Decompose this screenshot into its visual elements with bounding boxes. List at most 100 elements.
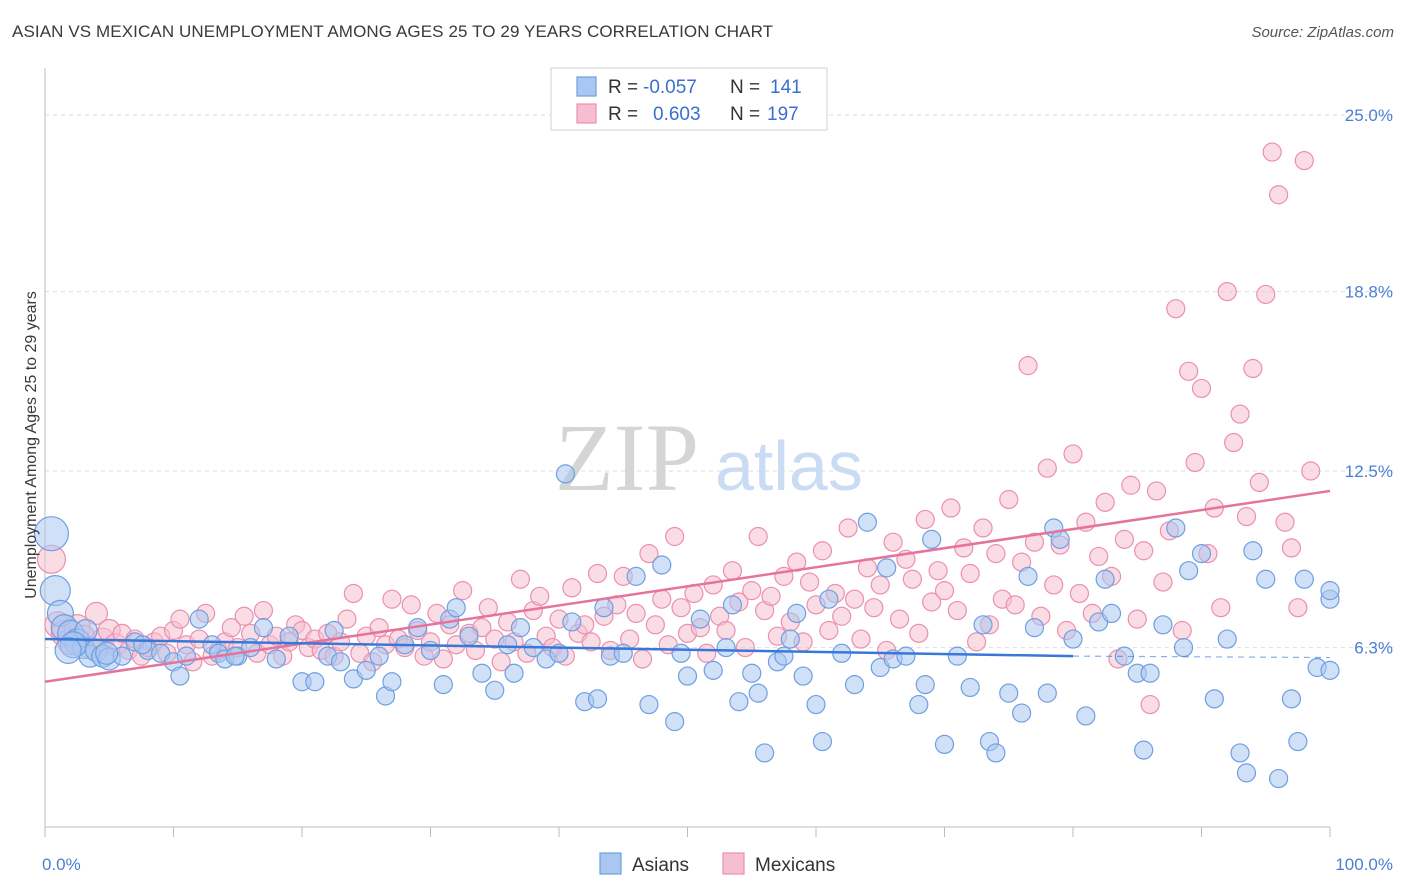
mexicans-point bbox=[851, 629, 871, 649]
asians-point bbox=[960, 677, 980, 698]
asians-point bbox=[225, 646, 245, 666]
watermark: ZIP atlas bbox=[555, 404, 863, 511]
mexicans-point bbox=[697, 643, 717, 663]
watermark-zip: ZIP bbox=[555, 404, 699, 511]
asians-point bbox=[1134, 740, 1154, 760]
asians-point bbox=[742, 663, 762, 683]
mexicans-point bbox=[703, 575, 723, 595]
asians-point bbox=[665, 712, 685, 732]
asians-point bbox=[253, 618, 274, 638]
asians-point bbox=[934, 734, 955, 755]
mexicans-point bbox=[889, 609, 910, 629]
axes bbox=[44, 68, 1331, 837]
bottom-legend-swatch-mexicans bbox=[722, 852, 745, 875]
asians-point bbox=[1217, 629, 1237, 649]
mexicans-point bbox=[382, 589, 402, 609]
y-tick-label: 25.0% bbox=[1345, 106, 1393, 125]
mexicans-point bbox=[1095, 492, 1115, 512]
asians-point bbox=[722, 595, 743, 615]
mexicans-point bbox=[337, 609, 357, 629]
mexicans-point bbox=[999, 489, 1019, 510]
mexicans-point bbox=[1281, 538, 1302, 558]
asians-point bbox=[459, 626, 479, 646]
x-tick-labels: 0.0% 100.0% bbox=[42, 855, 1393, 874]
asians-point bbox=[1236, 763, 1257, 783]
asians-point bbox=[504, 663, 524, 683]
chart-source: Source: ZipAtlas.com bbox=[1251, 24, 1394, 41]
asians-point bbox=[555, 464, 576, 484]
bottom-legend-swatch-asians bbox=[599, 852, 622, 875]
asians-point bbox=[716, 637, 736, 658]
y-tick-label: 18.8% bbox=[1345, 283, 1393, 302]
mexicans-point bbox=[870, 575, 890, 595]
mexicans-point bbox=[645, 615, 665, 635]
mexicans-point bbox=[909, 623, 929, 643]
mexicans-point bbox=[1191, 378, 1212, 399]
mexicans-point bbox=[954, 538, 974, 558]
mexicans-point bbox=[748, 526, 768, 547]
asians-point bbox=[562, 612, 582, 632]
asians-point bbox=[1140, 663, 1160, 683]
asians-point bbox=[1243, 541, 1263, 561]
mexicans-point bbox=[1146, 481, 1167, 501]
asians-point bbox=[1153, 615, 1173, 635]
mexicans-point bbox=[581, 632, 601, 652]
y-tick-label: 12.5% bbox=[1345, 462, 1393, 481]
asians-point bbox=[677, 666, 698, 686]
legend-n-label-mexicans: N = bbox=[730, 104, 760, 125]
asians-point bbox=[787, 603, 807, 624]
asians-point bbox=[95, 641, 119, 665]
asians-point bbox=[780, 629, 800, 649]
mexicans-point bbox=[1005, 595, 1025, 615]
mexicans-point bbox=[986, 544, 1006, 564]
asians-point bbox=[472, 663, 492, 683]
asians-point bbox=[189, 609, 209, 629]
mexicans-point bbox=[491, 652, 511, 672]
asians-point bbox=[806, 694, 826, 715]
asians-point bbox=[844, 675, 865, 695]
mexicans-point bbox=[915, 509, 935, 530]
mexicans-point bbox=[562, 578, 582, 598]
asians-point bbox=[498, 635, 518, 655]
asians-point bbox=[703, 660, 723, 680]
mexicans-point bbox=[1114, 529, 1135, 549]
asians-point bbox=[1173, 637, 1194, 658]
asians-point bbox=[433, 675, 453, 695]
mexicans-point bbox=[665, 526, 685, 547]
asians-point bbox=[33, 516, 70, 552]
asians-point bbox=[793, 666, 813, 686]
asians-point bbox=[266, 649, 286, 669]
asians-point bbox=[819, 589, 839, 609]
mexicans-point bbox=[1134, 541, 1154, 561]
chart-title: ASIAN VS MEXICAN UNEMPLOYMENT AMONG AGES… bbox=[12, 22, 774, 41]
y-tick-label: 6.3% bbox=[1354, 639, 1393, 658]
asians-point bbox=[1166, 518, 1186, 538]
mexicans-point bbox=[1069, 583, 1090, 604]
mexicans-point bbox=[671, 598, 691, 618]
mexicans-point bbox=[742, 581, 762, 601]
mexicans-point bbox=[1037, 458, 1057, 478]
asians-point bbox=[587, 689, 608, 709]
mexicans-point bbox=[934, 581, 955, 601]
asians-point bbox=[1288, 731, 1308, 752]
mexicans-point bbox=[1121, 475, 1141, 495]
mexicans-point bbox=[967, 632, 987, 652]
asians-point bbox=[1191, 544, 1212, 564]
mexicans-point bbox=[844, 589, 865, 609]
asians-point bbox=[594, 598, 614, 618]
legend-n-value-mexicans: 197 bbox=[767, 104, 799, 125]
asians-point bbox=[877, 558, 897, 578]
mexicans-point bbox=[1268, 185, 1289, 205]
asians-point bbox=[690, 609, 710, 629]
mexicans-point bbox=[941, 498, 961, 518]
mexicans-point bbox=[864, 598, 884, 618]
asians-point bbox=[1320, 581, 1340, 601]
asians-point bbox=[133, 635, 153, 655]
mexicans-point bbox=[832, 606, 852, 626]
asians-point bbox=[922, 529, 942, 549]
asians-point bbox=[1179, 561, 1199, 581]
mexicans-point bbox=[1018, 356, 1038, 376]
asians-point bbox=[510, 618, 531, 638]
asians-point bbox=[54, 636, 82, 665]
